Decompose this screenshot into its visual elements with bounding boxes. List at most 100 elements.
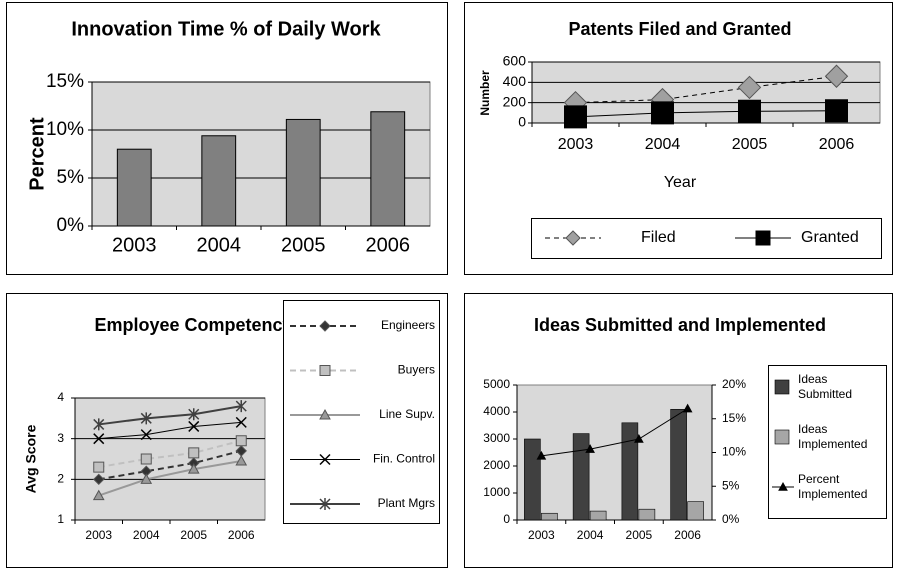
legend-label: Engineers <box>381 318 435 332</box>
marker <box>235 416 247 428</box>
y-tick-label: 600 <box>503 53 527 69</box>
marker <box>93 461 105 473</box>
bar <box>687 501 704 521</box>
plot-area <box>74 397 266 521</box>
x-axis-label: Year <box>664 174 697 191</box>
bar <box>524 438 541 521</box>
x-tick-label: 2003 <box>558 136 594 153</box>
legend-marker <box>565 230 581 246</box>
marker <box>140 453 152 465</box>
marker <box>140 429 152 441</box>
line <box>98 460 242 497</box>
x-tick-label: 2003 <box>85 528 112 542</box>
y-tick-label: 1 <box>57 512 64 526</box>
bar <box>201 135 237 227</box>
legend-label: Line Supv. <box>379 407 435 421</box>
bar <box>572 433 590 521</box>
line <box>541 408 688 457</box>
legend-label: Buyers <box>398 363 435 377</box>
y2-tick-label: 5% <box>722 478 740 492</box>
bar <box>638 508 656 521</box>
legend-marker <box>319 453 331 466</box>
y-tick-label: 200 <box>503 93 527 109</box>
legend-swatch <box>774 379 790 395</box>
legend-marker <box>319 365 331 376</box>
marker <box>682 403 693 413</box>
marker <box>140 412 152 425</box>
y-tick-label: 0 <box>503 512 510 526</box>
x-tick-label: 2004 <box>645 136 681 153</box>
y-axis-label: Avg Score <box>23 424 39 493</box>
line <box>575 110 837 118</box>
x-tick-label: 2006 <box>674 528 701 542</box>
bar <box>621 422 639 521</box>
line <box>98 439 242 469</box>
x-tick-label: 2006 <box>819 136 855 153</box>
legend-label: Ideas Implemented <box>798 422 867 451</box>
bar <box>370 111 406 227</box>
marker <box>536 450 547 460</box>
marker <box>634 433 644 443</box>
y-axis-label: Percent <box>26 117 48 191</box>
bar <box>541 512 558 521</box>
legend-marker <box>755 230 771 246</box>
y-tick-label: 4 <box>57 390 64 404</box>
legend-label: Plant Mgrs <box>378 496 435 510</box>
x-tick-label: 2006 <box>228 528 255 542</box>
y2-tick-label: 15% <box>722 411 746 425</box>
line <box>98 449 242 481</box>
marker <box>188 420 200 432</box>
marker <box>92 489 105 501</box>
y-tick-label: 2 <box>57 472 64 486</box>
y-axis-label: Number <box>478 70 492 116</box>
y-tick-label: 400 <box>503 73 527 89</box>
y-tick-label: 1000 <box>483 485 510 499</box>
legend-box <box>531 218 882 259</box>
x-tick-label: 2004 <box>577 528 604 542</box>
x-tick-label: 2004 <box>133 528 160 542</box>
legend-swatch <box>774 429 790 445</box>
x-tick-label: 2003 <box>112 234 157 256</box>
y-tick-label: 5000 <box>483 377 510 391</box>
x-tick-label: 2005 <box>732 136 768 153</box>
marker <box>187 463 200 474</box>
legend-label: Filed <box>641 229 676 246</box>
x-tick-label: 2004 <box>197 234 242 256</box>
marker <box>651 101 674 125</box>
y-tick-label: 3000 <box>483 431 510 445</box>
x-tick-label: 2005 <box>180 528 207 542</box>
marker <box>737 75 762 100</box>
legend-marker <box>319 498 331 510</box>
line <box>575 75 837 104</box>
legend-marker <box>319 320 331 332</box>
y2-tick-label: 20% <box>722 377 746 391</box>
marker <box>188 447 200 459</box>
marker <box>188 408 200 421</box>
y-tick-label: 3 <box>57 431 64 445</box>
marker <box>738 99 761 123</box>
y-tick-label: 2000 <box>483 458 510 472</box>
x-tick-label: 2005 <box>626 528 653 542</box>
bar <box>670 408 687 521</box>
marker <box>564 105 587 129</box>
legend-label: Fin. Control <box>373 452 435 466</box>
y2-tick-label: 10% <box>722 445 746 459</box>
marker <box>235 455 248 466</box>
x-tick-label: 2005 <box>281 234 326 256</box>
marker <box>93 473 105 486</box>
chart-title: Ideas Submitted and Implemented <box>534 315 826 335</box>
legend-label: Granted <box>801 229 859 246</box>
legend-marker <box>778 481 788 491</box>
y-tick-label: 5% <box>57 167 85 188</box>
y-tick-label: 0% <box>57 215 85 236</box>
marker <box>235 435 247 447</box>
marker <box>93 433 105 445</box>
legend-label: Percent Implemented <box>798 472 867 501</box>
y-tick-label: 15% <box>46 71 84 92</box>
legend-marker <box>319 408 331 420</box>
y-tick-label: 4000 <box>483 404 510 418</box>
marker <box>585 444 595 453</box>
marker <box>824 64 849 88</box>
legend-box <box>283 300 440 524</box>
bar <box>285 118 321 227</box>
